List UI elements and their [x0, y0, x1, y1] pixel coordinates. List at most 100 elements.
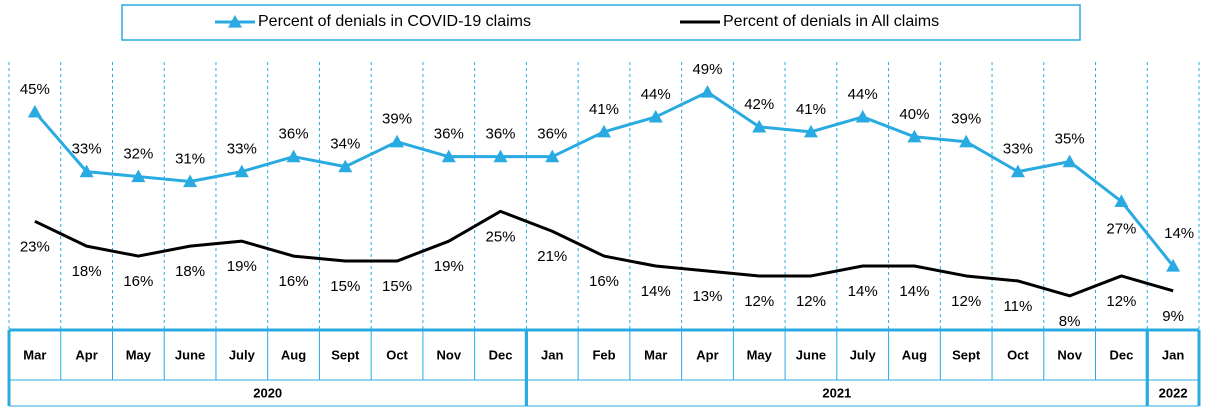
legend-label: Percent of denials in All claims: [723, 13, 939, 30]
marker: [441, 149, 456, 163]
series-line: [34, 209, 1174, 298]
data-label: 12%: [1106, 293, 1136, 310]
x-tick-label: Dec: [1109, 347, 1133, 362]
data-label: 12%: [951, 293, 981, 310]
data-label: 14%: [848, 283, 878, 300]
legend-box: [121, 4, 1081, 41]
marker: [27, 104, 42, 118]
group-label: 2020: [253, 385, 282, 400]
marker: [493, 149, 508, 163]
marker: [597, 124, 611, 138]
x-tick-label: Nov: [1057, 347, 1082, 362]
data-label: 31%: [175, 150, 205, 167]
x-tick-label: Dec: [489, 347, 513, 362]
data-label: 44%: [641, 86, 671, 103]
marker: [545, 149, 560, 163]
x-tick-label: June: [796, 347, 826, 362]
marker: [1166, 259, 1181, 272]
data-label: 16%: [123, 273, 153, 290]
data-label: 14%: [641, 283, 671, 300]
data-label: 19%: [227, 258, 257, 275]
data-label: 21%: [537, 248, 567, 265]
data-label: 33%: [227, 141, 257, 158]
data-label: 27%: [1106, 220, 1136, 237]
x-tick-label: Apr: [75, 347, 97, 362]
x-tick-label: May: [747, 347, 773, 362]
data-label: 9%: [1162, 308, 1184, 325]
x-tick-label: Jan: [1162, 347, 1184, 362]
marker: [1062, 154, 1077, 168]
data-label: 36%: [279, 126, 309, 143]
data-label: 15%: [330, 278, 360, 295]
data-label: 34%: [330, 136, 360, 153]
x-tick-label: May: [126, 347, 152, 362]
data-label: 39%: [382, 111, 412, 128]
data-label: 45%: [20, 81, 50, 98]
x-tick-label: Sept: [952, 347, 981, 362]
group-label: 2021: [822, 385, 851, 400]
data-label: 11%: [1003, 298, 1032, 315]
x-tick-label: Mar: [644, 347, 667, 362]
marker: [390, 134, 405, 148]
data-label: 42%: [744, 96, 774, 113]
group-label: 2022: [1159, 385, 1188, 400]
data-label: 18%: [72, 263, 102, 280]
data-label: 39%: [951, 111, 981, 128]
x-tick-label: Aug: [902, 347, 927, 362]
x-tick-label: Aug: [281, 347, 306, 362]
data-label: 40%: [899, 106, 929, 123]
data-label: 25%: [486, 228, 516, 245]
marker: [234, 164, 249, 178]
data-label: 12%: [744, 293, 774, 310]
x-tick-label: Feb: [592, 347, 615, 362]
x-tick-label: Apr: [696, 347, 718, 362]
data-label: 41%: [796, 101, 826, 118]
data-label: 35%: [1055, 131, 1085, 148]
marker: [959, 134, 974, 148]
data-label: 18%: [175, 263, 205, 280]
data-label: 36%: [434, 126, 464, 143]
data-label: 36%: [486, 126, 516, 143]
data-label: 13%: [692, 288, 722, 305]
data-label: 23%: [20, 238, 50, 255]
x-tick-label: Sept: [331, 347, 360, 362]
data-label: 15%: [382, 278, 412, 295]
marker: [855, 109, 870, 123]
marker: [79, 164, 94, 178]
marker: [752, 119, 767, 133]
marker: [338, 159, 353, 173]
x-tick-label: Oct: [386, 347, 408, 362]
data-label: 14%: [1164, 225, 1194, 242]
marker: [907, 129, 922, 143]
data-label: 14%: [899, 283, 929, 300]
x-tick-label: Oct: [1007, 347, 1029, 362]
series-line: [33, 90, 1175, 267]
x-tick-label: Jan: [541, 347, 563, 362]
marker: [1114, 194, 1129, 208]
data-label: 44%: [848, 86, 878, 103]
marker: [648, 109, 663, 123]
data-label: 33%: [1003, 141, 1033, 158]
marker: [131, 169, 146, 183]
marker: [183, 174, 198, 188]
x-tick-label: July: [850, 347, 877, 362]
legend-marker: [228, 15, 242, 28]
data-label: 8%: [1059, 313, 1081, 330]
data-label: 16%: [279, 273, 309, 290]
data-label: 32%: [123, 146, 153, 163]
x-tick-label: Mar: [23, 347, 46, 362]
marker: [700, 85, 715, 98]
marker: [803, 124, 818, 138]
x-tick-label: July: [229, 347, 256, 362]
data-label: 36%: [537, 126, 567, 143]
marker: [286, 149, 301, 163]
data-label: 16%: [589, 273, 619, 290]
x-tick-label: Nov: [437, 347, 462, 362]
data-label: 41%: [589, 101, 619, 118]
marker: [1010, 164, 1025, 178]
legend-label: Percent of denials in COVID-19 claims: [258, 13, 531, 30]
data-label: 33%: [72, 141, 102, 158]
data-label: 49%: [692, 61, 722, 78]
data-label: 19%: [434, 258, 464, 275]
